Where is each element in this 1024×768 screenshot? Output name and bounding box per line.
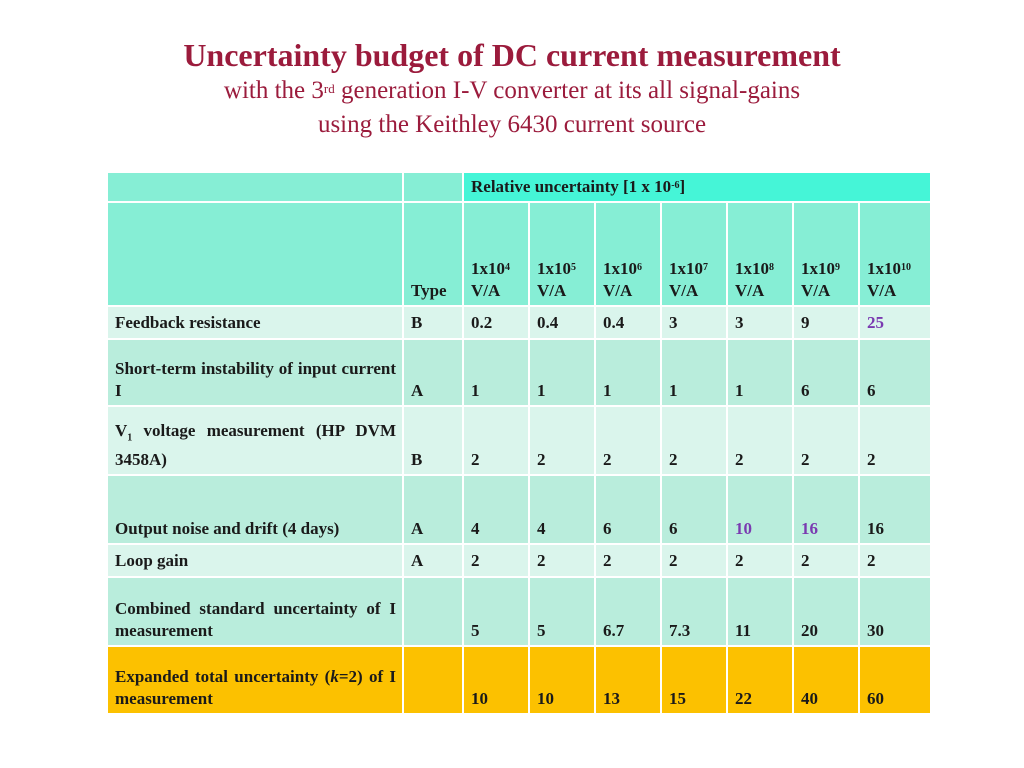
value-cell: 7.3 bbox=[662, 578, 726, 645]
row-label: Expanded total uncertainty (k=2) of I me… bbox=[108, 647, 402, 713]
gain-header: 1x109 V/A bbox=[794, 203, 858, 305]
value-cell: 2 bbox=[662, 545, 726, 576]
value-cell: 15 bbox=[662, 647, 726, 713]
row-type: A bbox=[404, 545, 462, 576]
value-cell: 2 bbox=[794, 545, 858, 576]
value-cell: 6 bbox=[596, 476, 660, 543]
row-type bbox=[404, 578, 462, 645]
row-label: Feedback resistance bbox=[108, 307, 402, 338]
header-empty-cell bbox=[108, 173, 402, 201]
header-empty-type-cell bbox=[404, 173, 462, 201]
value-cell: 2 bbox=[860, 407, 931, 474]
value-cell: 2 bbox=[728, 407, 792, 474]
row-label: Output noise and drift (4 days) bbox=[108, 476, 402, 543]
row-type: A bbox=[404, 476, 462, 543]
gain-header: 1x108 V/A bbox=[728, 203, 792, 305]
type-header: Type bbox=[404, 203, 462, 305]
uncertainty-budget-table: Relative uncertainty [1 x 10-6] Type 1x1… bbox=[106, 171, 932, 715]
value-cell: 2 bbox=[530, 545, 594, 576]
value-cell: 11 bbox=[728, 578, 792, 645]
subtitle-text-a: with the 3 bbox=[223, 77, 324, 104]
table-row-combined-uncertainty: Combined standard uncertainty of I measu… bbox=[108, 578, 931, 645]
value-cell: 3 bbox=[662, 307, 726, 338]
subtitle-text-b: generation I-V converter at its all sign… bbox=[334, 77, 801, 104]
value-cell: 1 bbox=[662, 340, 726, 405]
value-cell: 2 bbox=[662, 407, 726, 474]
value-cell: 10 bbox=[464, 647, 528, 713]
value-cell: 10 bbox=[530, 647, 594, 713]
value-cell: 2 bbox=[596, 545, 660, 576]
table-header-row-group: Relative uncertainty [1 x 10-6] bbox=[108, 173, 931, 201]
row-type: B bbox=[404, 407, 462, 474]
value-cell: 1 bbox=[530, 340, 594, 405]
value-cell-highlight: 16 bbox=[794, 476, 858, 543]
value-cell: 0.2 bbox=[464, 307, 528, 338]
table-row-loop-gain: Loop gain A 2 2 2 2 2 2 2 bbox=[108, 545, 931, 576]
value-cell: 5 bbox=[464, 578, 528, 645]
row-type: A bbox=[404, 340, 462, 405]
value-cell: 1 bbox=[596, 340, 660, 405]
value-cell: 3 bbox=[728, 307, 792, 338]
value-cell: 2 bbox=[596, 407, 660, 474]
value-cell: 60 bbox=[860, 647, 931, 713]
table-row-short-term-instability: Short-term instability of input current … bbox=[108, 340, 931, 405]
slide-title: Uncertainty budget of DC current measure… bbox=[183, 37, 841, 73]
value-cell: 6 bbox=[662, 476, 726, 543]
value-cell: 9 bbox=[794, 307, 858, 338]
gain-header: 1x1010 V/A bbox=[860, 203, 931, 305]
value-cell: 20 bbox=[794, 578, 858, 645]
group-header-superscript: -6 bbox=[671, 180, 680, 191]
value-cell: 0.4 bbox=[530, 307, 594, 338]
value-cell: 6 bbox=[860, 340, 931, 405]
slide-title-block: Uncertainty budget of DC current measure… bbox=[0, 36, 1024, 142]
slide-subtitle-line1: with the 3rd generation I-V converter at… bbox=[0, 74, 1024, 108]
row-label: Loop gain bbox=[108, 545, 402, 576]
value-cell: 22 bbox=[728, 647, 792, 713]
table-header-row-gains: Type 1x104 V/A 1x105 V/A 1x106 V/A 1x107 V/A… bbox=[108, 203, 931, 305]
value-cell: 40 bbox=[794, 647, 858, 713]
table-row-output-noise-drift: Output noise and drift (4 days) A 4 4 6 … bbox=[108, 476, 931, 543]
row-label: V1 voltage measurement (HP DVM 3458A) bbox=[108, 407, 402, 474]
value-cell: 30 bbox=[860, 578, 931, 645]
value-cell-highlight: 10 bbox=[728, 476, 792, 543]
group-header-text-a: Relative uncertainty [1 x 10 bbox=[471, 177, 672, 196]
row-label: Short-term instability of input current … bbox=[108, 340, 402, 405]
value-cell: 16 bbox=[860, 476, 931, 543]
row-type: B bbox=[404, 307, 462, 338]
value-cell: 5 bbox=[530, 578, 594, 645]
value-cell: 6.7 bbox=[596, 578, 660, 645]
value-cell: 2 bbox=[860, 545, 931, 576]
value-cell: 6 bbox=[794, 340, 858, 405]
value-cell: 4 bbox=[530, 476, 594, 543]
value-cell: 0.4 bbox=[596, 307, 660, 338]
value-cell: 2 bbox=[464, 545, 528, 576]
gain-header: 1x105 V/A bbox=[530, 203, 594, 305]
table-row-v1-voltage-measurement: V1 voltage measurement (HP DVM 3458A) B … bbox=[108, 407, 931, 474]
value-cell: 2 bbox=[794, 407, 858, 474]
value-cell: 2 bbox=[464, 407, 528, 474]
group-header-text-b: ] bbox=[679, 177, 686, 196]
value-cell-highlight: 25 bbox=[860, 307, 931, 338]
relative-uncertainty-header: Relative uncertainty [1 x 10-6] bbox=[464, 173, 931, 201]
subtitle-superscript: rd bbox=[323, 81, 335, 96]
table-row-feedback-resistance: Feedback resistance B 0.2 0.4 0.4 3 3 9 … bbox=[108, 307, 931, 338]
gain-header: 1x106 V/A bbox=[596, 203, 660, 305]
gain-header: 1x107 V/A bbox=[662, 203, 726, 305]
row-type bbox=[404, 647, 462, 713]
value-cell: 13 bbox=[596, 647, 660, 713]
gain-header: 1x104 V/A bbox=[464, 203, 528, 305]
table-row-expanded-uncertainty: Expanded total uncertainty (k=2) of I me… bbox=[108, 647, 931, 713]
slide-subtitle-line2: using the Keithley 6430 current source bbox=[317, 111, 707, 138]
value-cell: 1 bbox=[728, 340, 792, 405]
row-label: Combined standard uncertainty of I measu… bbox=[108, 578, 402, 645]
header-label-cell bbox=[108, 203, 402, 305]
value-cell: 2 bbox=[530, 407, 594, 474]
value-cell: 1 bbox=[464, 340, 528, 405]
value-cell: 2 bbox=[728, 545, 792, 576]
value-cell: 4 bbox=[464, 476, 528, 543]
